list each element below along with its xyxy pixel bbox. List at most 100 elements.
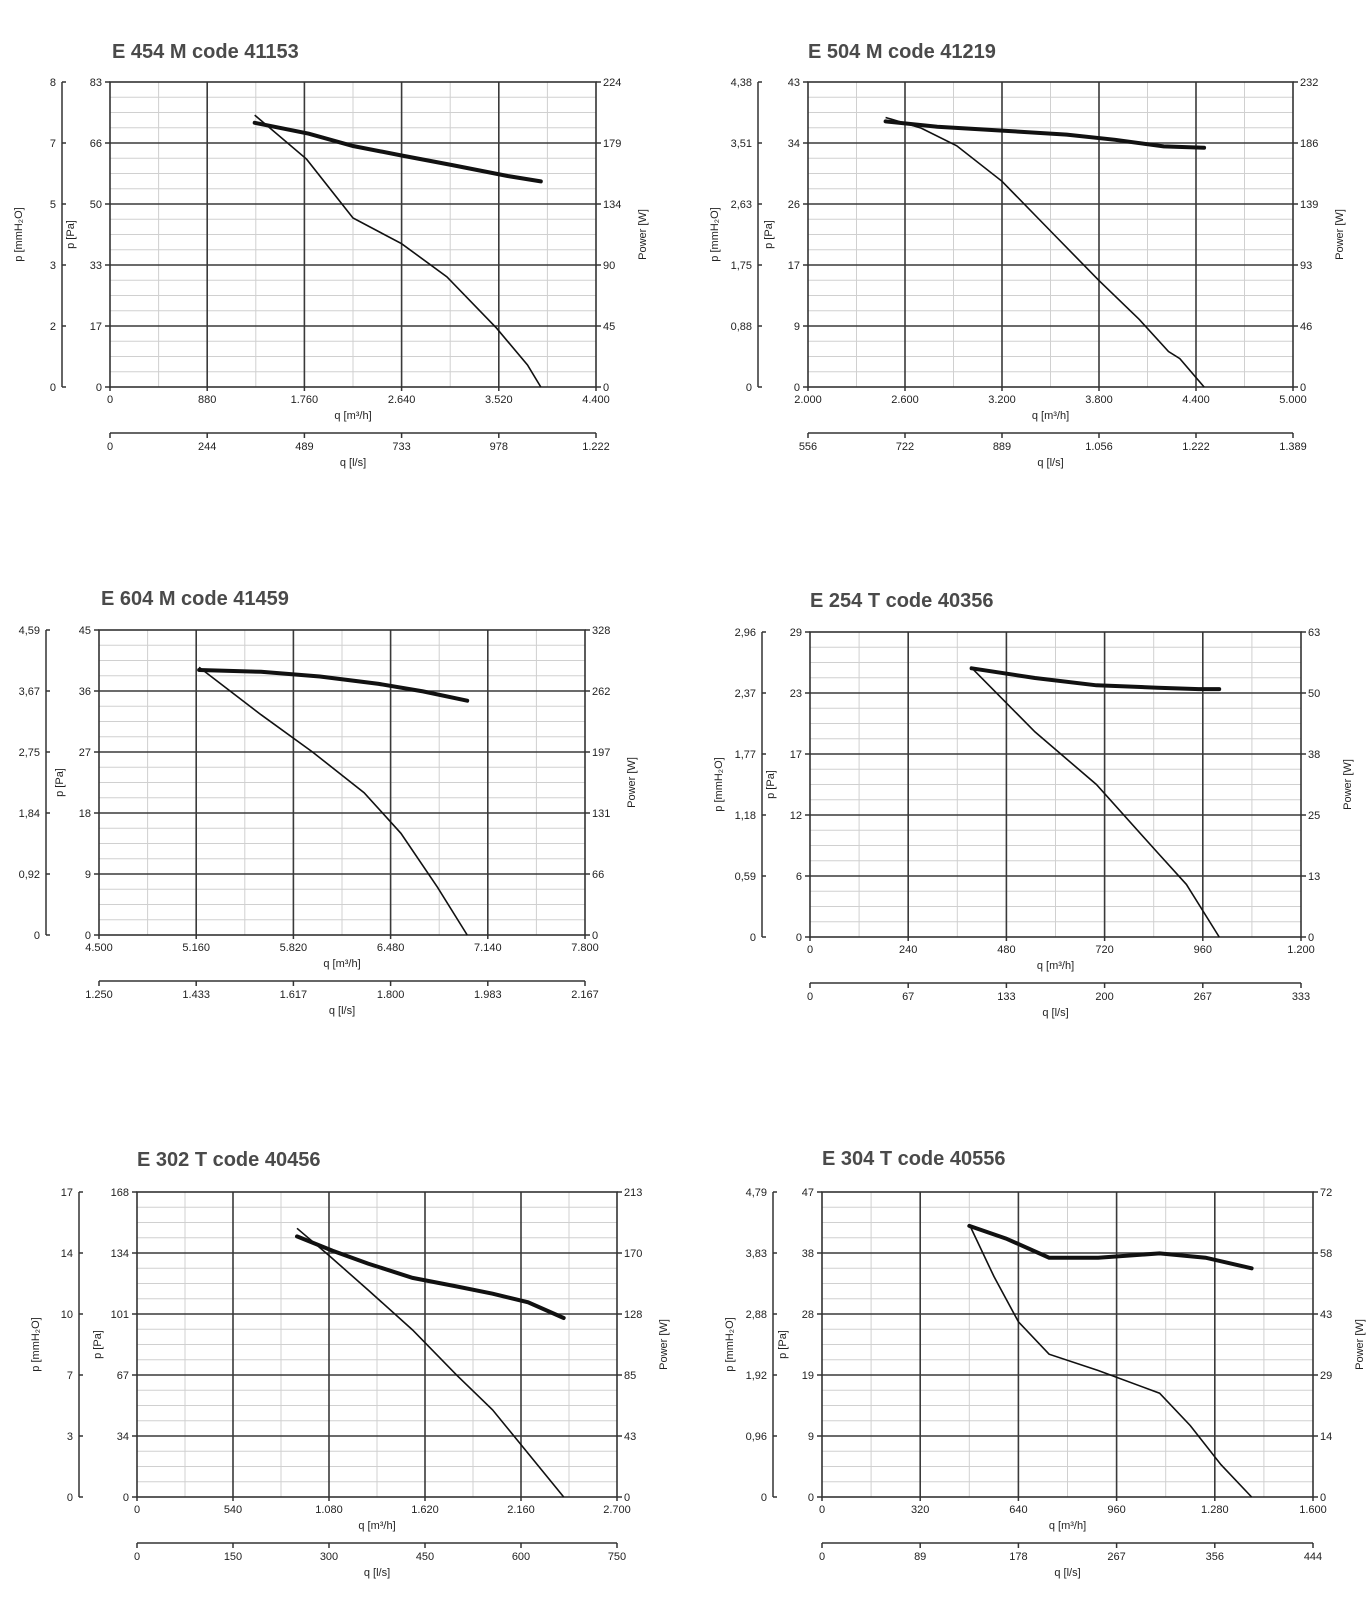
y2-tick-label: 2,63 [731,199,752,211]
chart-title: E 254 T code 40356 [810,590,993,612]
pressure-curve [971,667,1220,938]
y3-tick-label: 197 [592,747,610,759]
y3-tick-label: 134 [603,199,621,211]
y3-axis-label: Power [W] [658,1319,670,1370]
x-tick-label: 1.080 [315,1504,343,1516]
y-tick-label: 34 [788,138,800,150]
y3-tick-label: 262 [592,686,610,698]
x-tick-label: 2.600 [891,394,919,406]
y-tick-label: 101 [111,1309,129,1321]
y2-tick-label: 4,79 [746,1187,767,1199]
y2-tick-label: 0,59 [735,871,756,883]
y-tick-label: 0 [96,382,102,394]
y-tick-label: 0 [123,1492,129,1504]
grid [810,632,1301,937]
x-tick-label: 4.500 [85,942,113,954]
grid [808,82,1293,387]
x-tick-label: 240 [899,944,917,956]
y3-tick-label: 72 [1320,1187,1332,1199]
y2-tick-label: 10 [61,1309,73,1321]
y2-tick-label: 1,92 [746,1370,767,1382]
x-tick-label: 2.700 [603,1504,631,1516]
y-tick-label: 27 [79,747,91,759]
y2-tick-label: 2,75 [19,747,40,759]
y-tick-label: 26 [788,199,800,211]
y2-tick-label: 2,88 [746,1309,767,1321]
y2-tick-label: 1,84 [19,808,40,820]
y3-tick-label: 90 [603,260,615,272]
y3-tick-label: 128 [624,1309,642,1321]
x-tick-label: 3.200 [988,394,1016,406]
x2-tick-label: 978 [490,441,508,453]
y-tick-label: 28 [802,1309,814,1321]
x2-tick-label: 2.167 [571,989,599,1001]
y-tick-label: 17 [790,749,802,761]
y2-tick-label: 14 [61,1248,73,1260]
y2-tick-label: 2,37 [735,688,756,700]
plot-frame [109,81,597,388]
x2-tick-label: 333 [1292,991,1310,1003]
y3-tick-label: 0 [1300,382,1306,394]
chart-2: E 504 M code 41219 2.000 2.600 3.200 3.800 4.… [709,41,1346,469]
x-tick-label: 3.520 [485,394,513,406]
y-tick-label: 33 [90,260,102,272]
x2-axis-label: q [l/s] [364,1567,390,1579]
x2-tick-label: 750 [608,1551,626,1563]
y3-tick-label: 25 [1308,810,1320,822]
y2-tick-label: 0 [34,930,40,942]
y2-axis-label: p [mmH₂O] [30,1317,42,1371]
y-axis-label: p [Pa] [92,1330,104,1359]
x2-tick-label: 722 [896,441,914,453]
x2-tick-label: 0 [134,1551,140,1563]
y-tick-label: 29 [790,627,802,639]
chart-title: E 302 T code 40456 [137,1149,320,1171]
x2-tick-label: 733 [392,441,410,453]
y3-axis-label: Power [W] [637,209,649,260]
y2-tick-label: 0,96 [746,1431,767,1443]
x2-tick-label: 267 [1194,991,1212,1003]
y3-tick-label: 0 [1308,932,1314,944]
y-axis-label: p [Pa] [54,768,66,797]
y-tick-label: 23 [790,688,802,700]
y2-tick-label: 5 [50,199,56,211]
y3-tick-label: 186 [1300,138,1318,150]
chart-title: E 454 M code 41153 [112,41,299,63]
x2-tick-label: 244 [198,441,216,453]
y2-tick-label: 2,96 [735,627,756,639]
y3-tick-label: 50 [1308,688,1320,700]
y2-tick-label: 0 [50,382,56,394]
y2-tick-label: 1,75 [731,260,752,272]
chart-title: E 304 T code 40556 [822,1148,1005,1170]
x-tick-label: 2.000 [794,394,822,406]
x-tick-label: 0 [134,1504,140,1516]
y3-tick-label: 45 [603,321,615,333]
grid [99,630,585,935]
x-axis-label: q [m³/h] [1049,1520,1086,1532]
x2-tick-label: 1.433 [182,989,210,1001]
y3-tick-label: 58 [1320,1248,1332,1260]
x-axis-label: q [m³/h] [1037,960,1074,972]
x2-tick-label: 200 [1095,991,1113,1003]
x-tick-label: 1.600 [1299,1504,1327,1516]
x-tick-label: 5.000 [1279,394,1307,406]
y-tick-label: 38 [802,1248,814,1260]
x2-tick-label: 1.222 [1182,441,1210,453]
x2-tick-label: 300 [320,1551,338,1563]
y-tick-label: 43 [788,77,800,89]
y2-axis-label: p [mmH₂O] [13,207,25,261]
power-curve [252,120,543,184]
plot-frame [136,1191,618,1498]
x2-tick-label: 150 [224,1551,242,1563]
y3-tick-label: 29 [1320,1370,1332,1382]
y2-tick-label: 1,18 [735,810,756,822]
plot-frame [807,81,1294,388]
y-tick-label: 9 [85,869,91,881]
y3-tick-label: 85 [624,1370,636,1382]
x2-tick-label: 889 [993,441,1011,453]
x-tick-label: 1.200 [1287,944,1315,956]
y-tick-label: 18 [79,808,91,820]
y2-tick-label: 8 [50,77,56,89]
y-tick-label: 34 [117,1431,129,1443]
chart-title: E 504 M code 41219 [808,41,996,63]
